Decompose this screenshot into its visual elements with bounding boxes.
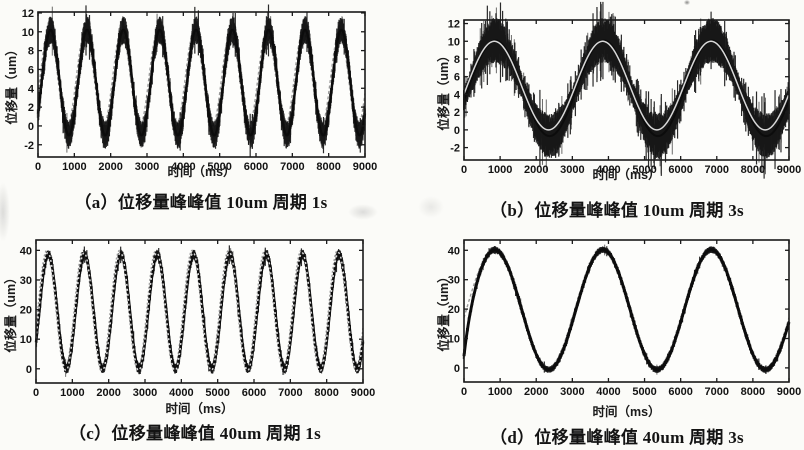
y-axis-label-c: 位移量（um） (4, 271, 18, 353)
subplot-caption-b: （b）位移量峰峰值 10um 周期 3s (490, 201, 744, 220)
y-axis-label-a: 位移量（um） (5, 43, 19, 125)
subplot-caption-a: （a）位移量峰峰值 10um 周期 1s (74, 193, 328, 212)
subplot-d: 位移量（um） 时间（ms） （d）位移量峰峰值 40um 周期 3s (402, 225, 804, 450)
x-axis-label-b: 时间（ms） (592, 168, 661, 182)
subplot-c: 位移量（um） 时间（ms） （c）位移量峰峰值 40um 周期 1s (0, 225, 402, 450)
plot-canvas-b (402, 0, 804, 225)
x-axis-label-d: 时间（ms） (592, 405, 661, 419)
subplot-a: 位移量（um） 时间（ms） （a）位移量峰峰值 10um 周期 1s (0, 0, 402, 225)
plot-canvas-c (0, 225, 402, 450)
plot-canvas-d (402, 225, 804, 450)
x-axis-label-c: 时间（ms） (165, 402, 234, 416)
y-axis-label-b: 位移量（um） (437, 49, 451, 131)
subplot-b: 位移量（um） 时间（ms） （b）位移量峰峰值 10um 周期 3s (402, 0, 804, 225)
plot-canvas-a (0, 0, 402, 225)
x-axis-label-a: 时间（ms） (167, 165, 236, 179)
subplot-caption-d: （d）位移量峰峰值 40um 周期 3s (490, 428, 744, 447)
subplot-caption-c: （c）位移量峰峰值 40um 周期 1s (68, 424, 322, 443)
y-axis-label-d: 位移量（um） (437, 270, 451, 352)
